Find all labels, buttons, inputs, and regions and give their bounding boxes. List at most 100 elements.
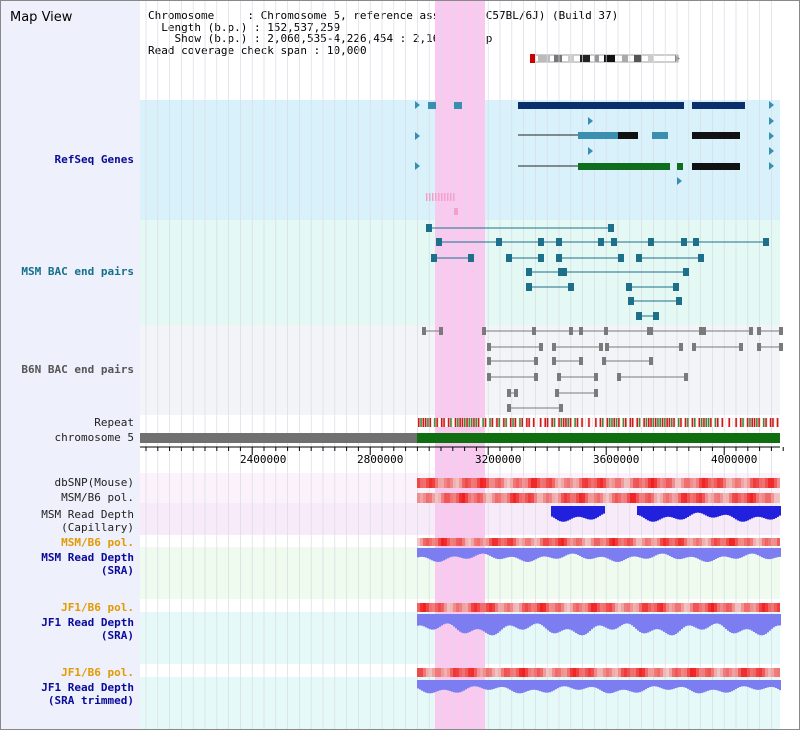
repeat-mark (422, 418, 425, 427)
depth-bar (763, 506, 765, 519)
pol-mark (765, 493, 768, 503)
pol-mark (546, 478, 549, 488)
pol-mark (573, 478, 576, 488)
map-viewer[interactable] (140, 0, 800, 730)
depth-bar (707, 680, 709, 691)
depth-bar (585, 680, 587, 689)
depth-bar (719, 548, 721, 558)
depth-bar (489, 614, 491, 635)
depth-bar (779, 680, 781, 691)
depth-bar (731, 680, 733, 692)
depth-bar (589, 680, 591, 688)
depth-bar (517, 614, 519, 629)
bac-end (757, 343, 761, 351)
pol-mark (588, 478, 591, 488)
depth-bar (617, 614, 619, 628)
depth-bar (619, 680, 621, 691)
depth-bar (515, 548, 517, 558)
depth-bar (697, 680, 699, 694)
pol-mark (636, 478, 639, 488)
depth-bar (579, 614, 581, 636)
pol-mark (648, 668, 651, 677)
pol-mark (774, 538, 777, 546)
depth-bar (655, 548, 657, 556)
snp-mark (432, 193, 434, 201)
pol-mark (738, 603, 741, 612)
pol-mark (687, 668, 690, 677)
pol-mark (564, 668, 567, 677)
depth-bar (463, 548, 465, 559)
pol-mark (654, 603, 657, 612)
pol-mark (738, 668, 741, 677)
pol-mark (486, 478, 489, 488)
depth-bar (741, 614, 743, 631)
depth-bar (679, 506, 681, 520)
depth-bar (601, 548, 603, 557)
depth-bar (507, 614, 509, 626)
depth-bar (653, 680, 655, 687)
repeat-mark (705, 418, 707, 427)
pol-mark (642, 668, 645, 677)
pol-mark (552, 478, 555, 488)
refseq-gene (518, 102, 684, 109)
depth-bar (685, 548, 687, 558)
ideogram-position-marker (530, 54, 535, 63)
depth-bar (729, 614, 731, 633)
repeat-mark (776, 418, 779, 427)
repeat-mark (519, 418, 521, 427)
depth-bar (675, 614, 677, 635)
depth-bar (659, 680, 661, 688)
chromosome-ideogram[interactable] (530, 53, 680, 63)
depth-bar (587, 680, 589, 688)
bac-end (636, 254, 642, 262)
depth-bar (497, 680, 499, 688)
depth-bar (583, 614, 585, 636)
depth-bar (421, 614, 423, 626)
depth-bar (425, 614, 427, 628)
bac-end (611, 238, 617, 246)
depth-bar (715, 680, 717, 691)
depth-bar (679, 548, 681, 560)
depth-bar (755, 506, 757, 517)
pol-mark (432, 493, 435, 503)
pol-mark (720, 493, 723, 503)
repeat-mark (546, 418, 549, 427)
depth-bar (735, 548, 737, 559)
pol-mark (492, 493, 495, 503)
pol-mark (759, 603, 762, 612)
bac-end (436, 238, 442, 246)
depth-bar (441, 548, 443, 562)
pol-mark (417, 668, 420, 677)
depth-bar (595, 680, 597, 688)
depth-bar (659, 506, 661, 520)
depth-bar (711, 614, 713, 625)
depth-bar (479, 680, 481, 688)
pol-mark (777, 493, 780, 503)
depth-bar (491, 548, 493, 557)
depth-bar (643, 614, 645, 634)
depth-bar (447, 614, 449, 624)
pol-mark (543, 538, 546, 546)
pol-mark (516, 478, 519, 488)
depth-bar (777, 506, 779, 517)
repeat-mark (604, 418, 606, 427)
repeat-mark (464, 418, 466, 427)
depth-bar (509, 614, 511, 626)
pol-mark (630, 668, 633, 677)
depth-bar (703, 680, 705, 693)
depth-bar (637, 506, 639, 516)
depth-bar (573, 614, 575, 632)
depth-bar (543, 680, 545, 693)
pol-mark (708, 603, 711, 612)
depth-bar (647, 680, 649, 689)
pol-mark (669, 603, 672, 612)
pol-mark (624, 668, 627, 677)
pol-mark (609, 478, 612, 488)
depth-bar (687, 614, 689, 626)
track-canvas[interactable] (140, 0, 800, 730)
pol-mark (615, 478, 618, 488)
repeat-mark (712, 418, 714, 427)
pol-mark (618, 538, 621, 546)
pol-mark (636, 668, 639, 677)
pol-mark (666, 493, 669, 503)
